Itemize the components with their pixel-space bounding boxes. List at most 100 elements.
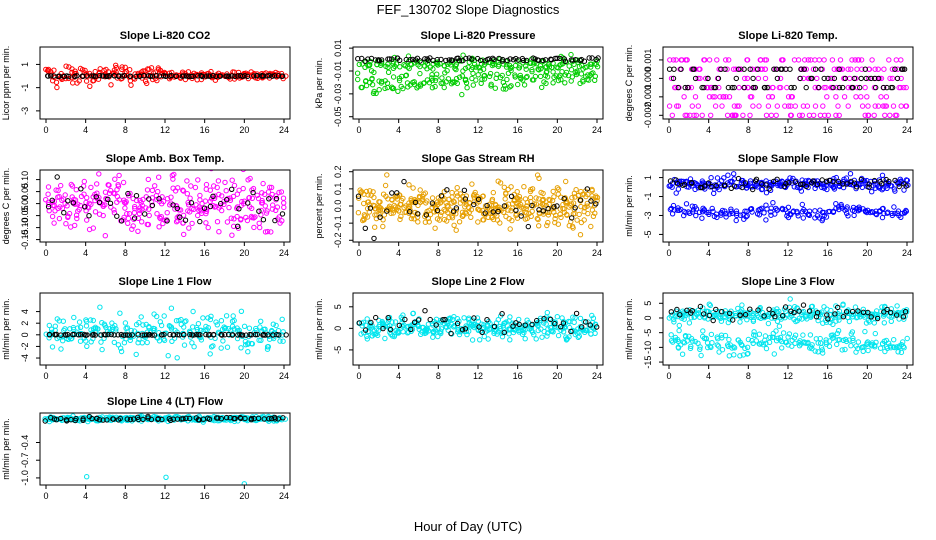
data-point: [408, 215, 415, 222]
data-point: [432, 77, 439, 84]
data-point: [893, 344, 900, 350]
data-point: [846, 318, 853, 325]
data-point: [825, 209, 832, 215]
data-point: [234, 213, 240, 220]
data-point: [561, 196, 567, 202]
data-point: [107, 200, 114, 207]
data-point: [442, 316, 448, 323]
data-point: [562, 80, 568, 86]
data-point: [146, 206, 152, 212]
data-point: [799, 209, 806, 215]
data-point: [844, 204, 850, 210]
data-point: [438, 193, 445, 199]
data-point: [202, 198, 209, 204]
y-tick-label: -0.01: [333, 61, 343, 82]
data-point: [205, 325, 212, 331]
data-point: [587, 322, 593, 328]
data-point: [701, 311, 707, 317]
data-point: [66, 210, 73, 217]
data-point: [250, 189, 256, 196]
data-point: [886, 178, 892, 185]
data-point: [144, 332, 150, 338]
data-point: [146, 212, 152, 219]
data-point: [482, 212, 488, 218]
y-axis-label: ml/min per min.: [314, 298, 324, 360]
data-point: [890, 313, 897, 319]
data-point: [536, 67, 542, 73]
data-point: [761, 313, 767, 319]
data-point: [687, 345, 694, 352]
data-point: [464, 85, 470, 91]
data-point: [263, 210, 270, 216]
data-point: [406, 65, 412, 72]
y-tick-label: 0.0: [333, 200, 343, 213]
data-point: [552, 321, 558, 327]
data-point: [376, 87, 382, 93]
data-point: [192, 184, 199, 191]
data-point: [477, 207, 483, 214]
data-point: [223, 73, 229, 79]
data-point: [774, 207, 780, 213]
data-point: [726, 211, 733, 217]
data-point: [396, 208, 402, 214]
data-point: [84, 332, 90, 338]
data-point: [673, 57, 679, 63]
data-point: [487, 320, 493, 327]
data-point: [688, 335, 695, 342]
data-points: [355, 172, 601, 242]
data-point: [862, 66, 868, 72]
data-point: [726, 353, 732, 359]
data-point: [508, 83, 514, 89]
data-point: [747, 178, 754, 184]
data-point: [501, 184, 507, 191]
data-point: [823, 178, 830, 185]
data-point: [903, 183, 909, 189]
x-tick-label: 0: [356, 371, 361, 381]
data-point: [727, 310, 733, 316]
y-tick-label: -1: [643, 193, 653, 201]
x-tick-label: 16: [200, 125, 210, 135]
data-point: [754, 184, 761, 190]
x-tick-label: 8: [123, 248, 128, 258]
data-point: [755, 66, 761, 72]
data-point: [823, 319, 830, 325]
data-point: [69, 183, 76, 189]
data-point: [563, 178, 569, 185]
data-point: [827, 316, 834, 323]
data-point: [719, 347, 726, 353]
data-points: [666, 296, 910, 359]
data-point: [390, 85, 397, 92]
data-point: [730, 66, 737, 72]
data-point: [790, 175, 796, 182]
data-point: [130, 223, 136, 229]
data-point: [739, 302, 745, 308]
data-point: [880, 103, 886, 109]
data-point: [845, 213, 851, 219]
data-point: [66, 73, 72, 80]
data-point: [518, 210, 525, 216]
data-point: [238, 345, 244, 351]
data-point: [234, 325, 240, 331]
data-point: [197, 218, 203, 225]
data-point: [410, 56, 416, 63]
data-point: [560, 320, 567, 326]
data-point: [546, 196, 552, 203]
data-point: [787, 296, 793, 302]
data-point: [276, 189, 282, 196]
data-point: [588, 61, 595, 67]
data-point: [273, 207, 279, 214]
data-point: [380, 223, 386, 230]
data-point: [380, 217, 386, 223]
data-point: [825, 75, 831, 82]
data-point: [674, 103, 680, 109]
data-point: [578, 56, 585, 63]
data-point: [243, 332, 249, 338]
data-point: [815, 340, 821, 346]
data-point: [508, 67, 514, 74]
data-point: [706, 57, 713, 63]
data-point: [237, 414, 243, 421]
data-point: [865, 347, 871, 354]
data-point: [590, 213, 597, 220]
data-point: [86, 200, 92, 207]
data-point: [858, 57, 865, 63]
